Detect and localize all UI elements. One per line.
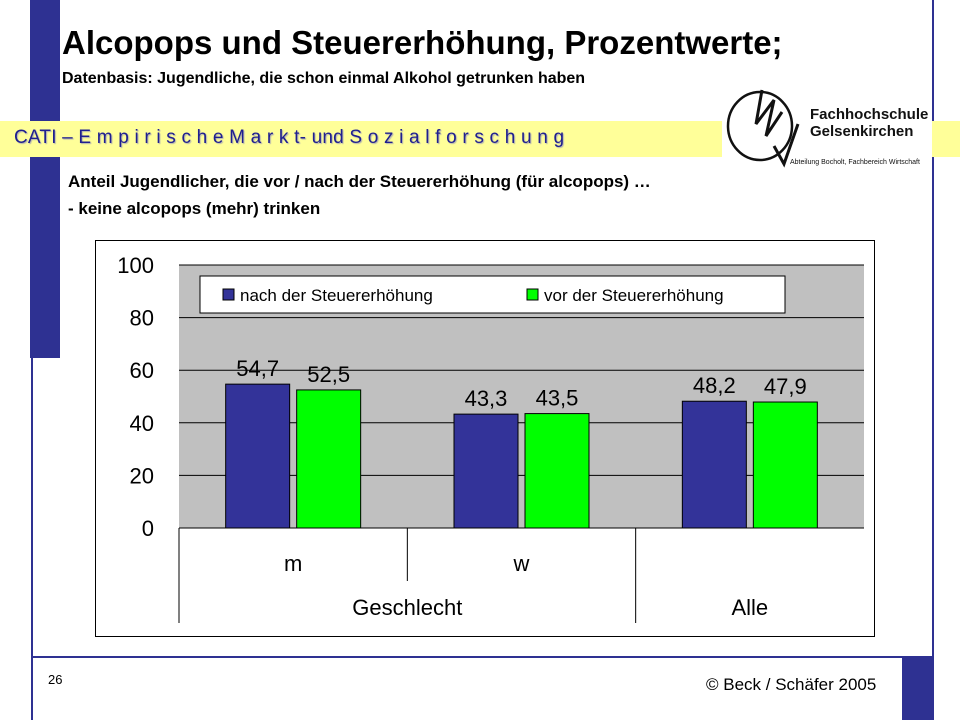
data-label: 48,2: [693, 373, 736, 398]
page-number: 26: [48, 672, 63, 687]
logo-mark-icon: [726, 89, 800, 168]
logo-text-line3: Abteilung Bocholt, Fachbereich Wirtschaf…: [790, 159, 920, 166]
x-category-label: m: [284, 551, 302, 576]
university-logo: Fachhochschule Gelsenkirchen Abteilung B…: [722, 84, 932, 170]
y-tick-label: 20: [130, 463, 154, 488]
chart-frame: 0 20 40 60 80 100 54,7 52,5 43,3 43,5 48,2 47,9 nach…: [95, 240, 875, 637]
logo-text-line1: Fachhochschule: [810, 106, 929, 123]
bar-vor-Alle: [752, 401, 818, 529]
x-group-label: Alle: [731, 595, 768, 620]
data-label: 43,5: [536, 386, 579, 411]
copyright-note: © Beck / Schäfer 2005: [706, 675, 877, 694]
legend-box: [199, 275, 786, 314]
left-frame-line: [31, 358, 33, 720]
y-tick-label: 0: [142, 516, 154, 541]
logo-text-line2: Gelsenkirchen: [810, 123, 914, 140]
bar-vor-w: [524, 413, 590, 529]
bar-chart: 0 20 40 60 80 100 54,7 52,5 43,3 43,5 48,2 47,9 nach…: [117, 253, 864, 623]
chart-description-line1: Anteil Jugendlicher, die vor / nach der …: [68, 172, 651, 191]
x-group-label: Geschlecht: [352, 595, 462, 620]
data-label: 43,3: [465, 386, 508, 411]
slide-subtitle: Datenbasis: Jugendliche, die schon einma…: [62, 70, 586, 87]
bar-vor-m: [296, 389, 362, 529]
legend-entry: nach der Steuererhöhung: [240, 286, 433, 305]
bottom-frame-line: [31, 656, 934, 658]
data-label: 47,9: [764, 374, 807, 399]
legend-swatch: [222, 288, 235, 301]
legend-swatch: [526, 288, 539, 301]
bar-nach-m: [225, 383, 291, 529]
y-tick-label: 60: [130, 358, 154, 383]
bottom-right-accent-block: [902, 656, 934, 720]
slide-title: Alcopops und Steuererhöhung, Prozentwert…: [62, 24, 783, 61]
data-label: 54,7: [236, 356, 279, 381]
y-tick-label: 80: [130, 306, 154, 331]
bar-nach-Alle: [681, 400, 747, 529]
chart-description-line2: - keine alcopops (mehr) trinken: [68, 199, 321, 218]
y-tick-label: 40: [130, 411, 154, 436]
right-frame-line: [932, 0, 934, 656]
y-tick-label: 100: [117, 253, 154, 278]
x-category-label: w: [513, 551, 530, 576]
left-accent-bar: [30, 0, 60, 358]
bar-nach-w: [453, 413, 519, 529]
legend-entry: vor der Steuererhöhung: [544, 286, 724, 305]
band-text: CATI – E m p i r i s c h e M a r k t- un…: [14, 127, 565, 148]
data-label: 52,5: [307, 362, 350, 387]
